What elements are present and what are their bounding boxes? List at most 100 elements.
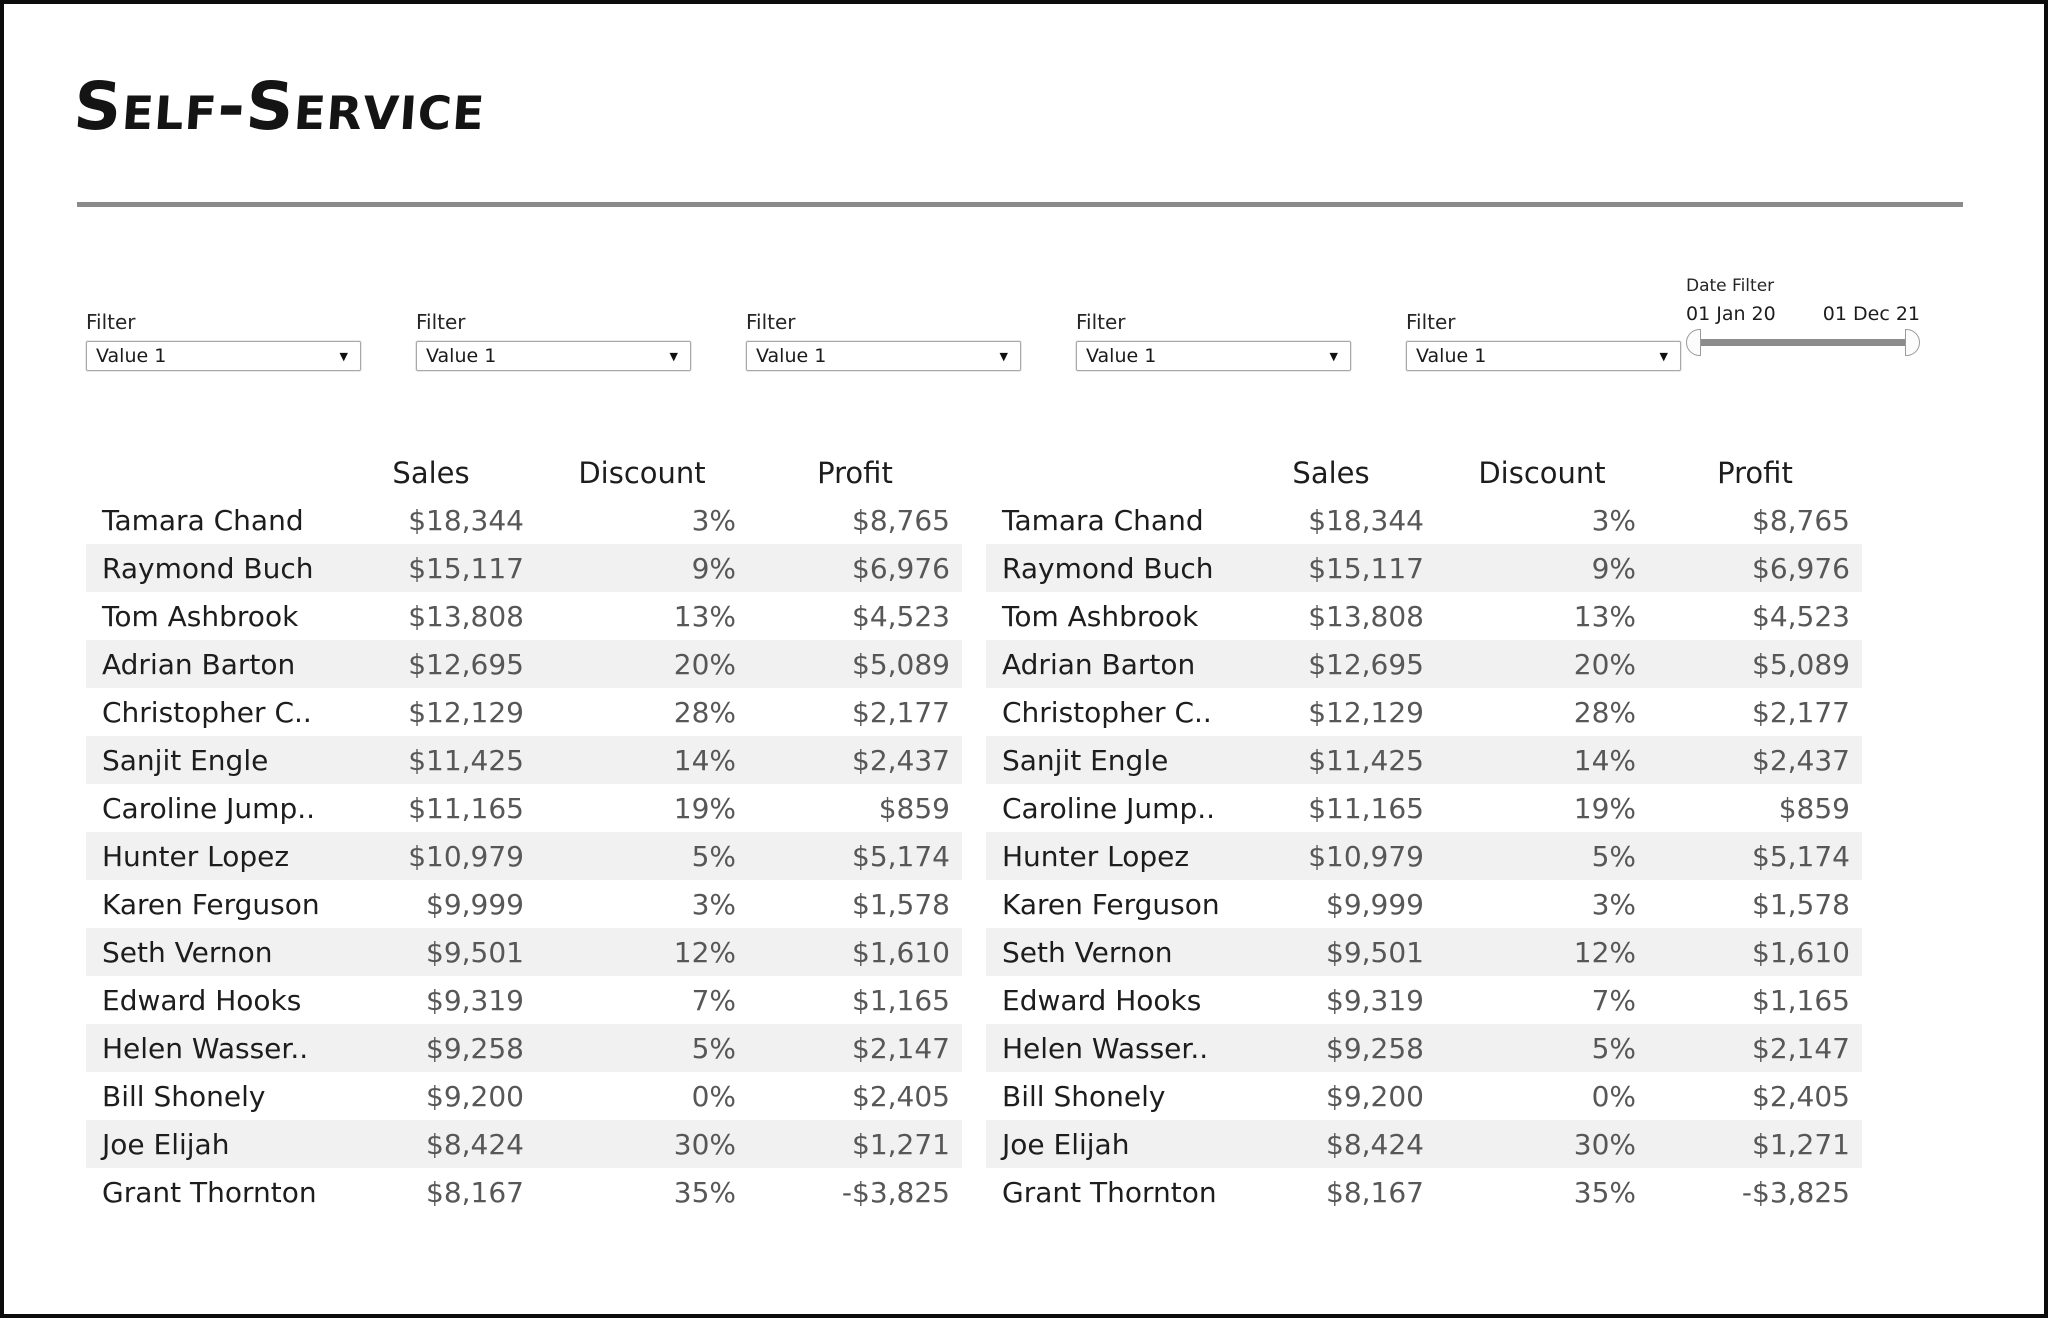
discount-value: 30%: [673, 1127, 736, 1161]
table-body: Tamara Chand $18,344 3% $8,765 Raymond B…: [986, 496, 1862, 1216]
profit-value: $8,765: [852, 503, 950, 537]
table-row[interactable]: Hunter Lopez $10,979 5% $5,174: [86, 832, 962, 880]
date-range-slider[interactable]: [1686, 328, 1920, 356]
slider-handle-start[interactable]: [1686, 329, 1701, 356]
sales-value: $8,424: [1326, 1127, 1424, 1161]
sales-value: $12,695: [408, 647, 524, 681]
table-row[interactable]: Raymond Buch $15,117 9% $6,976: [86, 544, 962, 592]
table-row[interactable]: Helen Wasser.. $9,258 5% $2,147: [986, 1024, 1862, 1072]
table-row[interactable]: Helen Wasser.. $9,258 5% $2,147: [86, 1024, 962, 1072]
profit-value: $1,610: [852, 935, 950, 969]
filter-selected-value: Value 1: [96, 345, 167, 367]
customer-name: Adrian Barton: [1002, 647, 1196, 681]
customer-name: Karen Ferguson: [1002, 887, 1220, 921]
filter-dropdown[interactable]: Value 1 ▼: [1406, 341, 1681, 371]
sales-value: $11,425: [408, 743, 524, 777]
profit-value: -$3,825: [1741, 1175, 1850, 1209]
table-row[interactable]: Tom Ashbrook $13,808 13% $4,523: [86, 592, 962, 640]
discount-column-header: Discount: [578, 456, 706, 490]
table-row[interactable]: Adrian Barton $12,695 20% $5,089: [86, 640, 962, 688]
table-row[interactable]: Bill Shonely $9,200 0% $2,405: [86, 1072, 962, 1120]
profit-value: $2,405: [1752, 1079, 1850, 1113]
filter-selected-value: Value 1: [1086, 345, 1157, 367]
sales-value: $15,117: [1308, 551, 1424, 585]
filter-dropdown[interactable]: Value 1 ▼: [416, 341, 691, 371]
discount-value: 5%: [1591, 839, 1636, 873]
table-row[interactable]: Sanjit Engle $11,425 14% $2,437: [986, 736, 1862, 784]
sales-table-right: Sales Discount Profit Tamara Chand $18,3…: [986, 450, 1862, 1216]
customer-name: Sanjit Engle: [1002, 743, 1169, 777]
discount-value: 12%: [1573, 935, 1636, 969]
table-row[interactable]: Bill Shonely $9,200 0% $2,405: [986, 1072, 1862, 1120]
filter-group: Filter Value 1 ▼: [86, 310, 361, 371]
customer-name: Sanjit Engle: [102, 743, 269, 777]
chevron-down-icon: ▼: [669, 349, 678, 363]
table-row[interactable]: Grant Thornton $8,167 35% -$3,825: [86, 1168, 962, 1216]
table-row[interactable]: Tamara Chand $18,344 3% $8,765: [986, 496, 1862, 544]
table-row[interactable]: Grant Thornton $8,167 35% -$3,825: [986, 1168, 1862, 1216]
customer-name: Christopher C..: [102, 695, 312, 729]
sales-value: $12,129: [408, 695, 524, 729]
profit-value: $1,271: [852, 1127, 950, 1161]
sales-value: $11,165: [1308, 791, 1424, 825]
filter-dropdown[interactable]: Value 1 ▼: [1076, 341, 1351, 371]
sales-value: $9,501: [426, 935, 524, 969]
filter-selected-value: Value 1: [756, 345, 827, 367]
discount-value: 7%: [691, 983, 736, 1017]
filter-label: Filter: [1406, 310, 1456, 334]
discount-value: 14%: [673, 743, 736, 777]
discount-value: 0%: [1591, 1079, 1636, 1113]
profit-value: $2,405: [852, 1079, 950, 1113]
table-row[interactable]: Edward Hooks $9,319 7% $1,165: [86, 976, 962, 1024]
profit-value: $2,147: [852, 1031, 950, 1065]
table-row[interactable]: Adrian Barton $12,695 20% $5,089: [986, 640, 1862, 688]
table-row[interactable]: Karen Ferguson $9,999 3% $1,578: [986, 880, 1862, 928]
filter-dropdown[interactable]: Value 1 ▼: [746, 341, 1021, 371]
table-row[interactable]: Caroline Jump.. $11,165 19% $859: [986, 784, 1862, 832]
table-row[interactable]: Seth Vernon $9,501 12% $1,610: [86, 928, 962, 976]
chevron-down-icon: ▼: [339, 349, 348, 363]
customer-name: Caroline Jump..: [102, 791, 316, 825]
profit-column-header: Profit: [1717, 456, 1793, 490]
filter-label: Filter: [86, 310, 136, 334]
profit-value: $8,765: [1752, 503, 1850, 537]
discount-value: 20%: [1573, 647, 1636, 681]
customer-name: Seth Vernon: [1002, 935, 1173, 969]
discount-column-header: Discount: [1478, 456, 1606, 490]
slider-track: [1693, 339, 1913, 346]
customer-name: Bill Shonely: [1002, 1079, 1166, 1113]
table-row[interactable]: Tamara Chand $18,344 3% $8,765: [86, 496, 962, 544]
table-row[interactable]: Seth Vernon $9,501 12% $1,610: [986, 928, 1862, 976]
table-row[interactable]: Christopher C.. $12,129 28% $2,177: [86, 688, 962, 736]
customer-name: Grant Thornton: [1002, 1175, 1217, 1209]
table-row[interactable]: Hunter Lopez $10,979 5% $5,174: [986, 832, 1862, 880]
table-row[interactable]: Joe Elijah $8,424 30% $1,271: [986, 1120, 1862, 1168]
discount-value: 30%: [1573, 1127, 1636, 1161]
discount-value: 28%: [1573, 695, 1636, 729]
profit-column-header: Profit: [817, 456, 893, 490]
customer-name: Edward Hooks: [1002, 983, 1202, 1017]
filter-label: Filter: [1076, 310, 1126, 334]
filter-dropdown[interactable]: Value 1 ▼: [86, 341, 361, 371]
profit-value: $2,437: [852, 743, 950, 777]
sales-value: $18,344: [408, 503, 524, 537]
sales-value: $18,344: [1308, 503, 1424, 537]
table-row[interactable]: Edward Hooks $9,319 7% $1,165: [986, 976, 1862, 1024]
discount-value: 19%: [673, 791, 736, 825]
title-divider: [77, 202, 1963, 207]
slider-handle-end[interactable]: [1905, 329, 1920, 356]
sales-value: $12,129: [1308, 695, 1424, 729]
customer-name: Tom Ashbrook: [102, 599, 299, 633]
table-row[interactable]: Joe Elijah $8,424 30% $1,271: [86, 1120, 962, 1168]
table-row[interactable]: Karen Ferguson $9,999 3% $1,578: [86, 880, 962, 928]
table-row[interactable]: Tom Ashbrook $13,808 13% $4,523: [986, 592, 1862, 640]
table-row[interactable]: Raymond Buch $15,117 9% $6,976: [986, 544, 1862, 592]
discount-value: 0%: [691, 1079, 736, 1113]
table-row[interactable]: Christopher C.. $12,129 28% $2,177: [986, 688, 1862, 736]
table-row[interactable]: Caroline Jump.. $11,165 19% $859: [86, 784, 962, 832]
table-row[interactable]: Sanjit Engle $11,425 14% $2,437: [86, 736, 962, 784]
filter-group: Filter Value 1 ▼: [746, 310, 1021, 371]
filter-selected-value: Value 1: [426, 345, 497, 367]
sales-value: $9,999: [426, 887, 524, 921]
